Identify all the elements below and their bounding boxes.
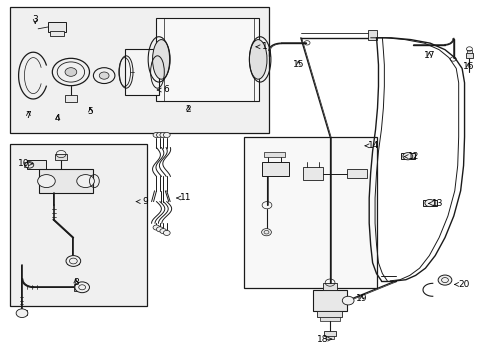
Circle shape <box>52 58 89 86</box>
Bar <box>320 317 339 321</box>
Text: 11: 11 <box>177 194 191 202</box>
Circle shape <box>163 230 170 235</box>
Text: 19: 19 <box>355 294 367 303</box>
Circle shape <box>75 282 89 293</box>
Circle shape <box>160 132 166 138</box>
Circle shape <box>424 199 434 207</box>
Circle shape <box>342 296 353 305</box>
Text: 8: 8 <box>73 278 79 287</box>
Text: 16: 16 <box>462 62 473 71</box>
Bar <box>50 31 63 36</box>
Circle shape <box>163 132 170 138</box>
Bar <box>325 336 334 339</box>
Text: 14: 14 <box>365 141 379 150</box>
Bar <box>67 258 79 264</box>
Bar <box>27 160 46 169</box>
Text: 5: 5 <box>87 107 93 116</box>
Circle shape <box>156 227 163 232</box>
Bar <box>48 22 66 32</box>
Circle shape <box>16 309 28 318</box>
Circle shape <box>261 229 271 236</box>
Bar <box>367 30 376 40</box>
Text: 1: 1 <box>256 42 267 51</box>
Bar <box>244 137 376 288</box>
Ellipse shape <box>249 40 266 79</box>
Bar <box>322 283 337 290</box>
Circle shape <box>153 225 160 230</box>
Text: 20: 20 <box>454 280 468 289</box>
Bar <box>39 169 93 193</box>
Circle shape <box>437 275 451 285</box>
Text: 12: 12 <box>404 152 418 161</box>
Bar <box>303 167 322 180</box>
Circle shape <box>99 72 109 79</box>
Bar <box>316 311 342 317</box>
Text: 2: 2 <box>185 105 191 114</box>
Text: 6: 6 <box>157 85 169 94</box>
Circle shape <box>66 256 81 266</box>
Text: 9: 9 <box>136 197 148 206</box>
Circle shape <box>156 132 163 138</box>
Bar <box>324 331 335 336</box>
Bar <box>261 162 288 176</box>
Ellipse shape <box>152 40 170 79</box>
Text: 4: 4 <box>55 114 61 123</box>
Circle shape <box>153 132 160 138</box>
Bar <box>466 50 471 53</box>
Text: 13: 13 <box>428 199 443 208</box>
Bar <box>312 290 346 311</box>
Circle shape <box>65 68 77 76</box>
Bar <box>124 49 159 95</box>
Circle shape <box>38 175 55 188</box>
Bar <box>74 284 85 291</box>
Circle shape <box>160 229 166 234</box>
Bar <box>156 18 259 101</box>
Bar <box>422 200 436 206</box>
Text: 17: 17 <box>423 51 434 60</box>
Text: 10: 10 <box>18 159 32 168</box>
Text: 7: 7 <box>25 111 31 120</box>
Text: 18: 18 <box>316 335 331 343</box>
Bar <box>465 53 472 58</box>
Bar <box>64 95 77 102</box>
Bar <box>400 153 414 159</box>
Circle shape <box>77 175 94 188</box>
Circle shape <box>93 68 115 84</box>
Bar <box>10 7 268 133</box>
Bar <box>264 152 284 157</box>
Bar <box>17 310 27 315</box>
Bar <box>55 154 67 160</box>
Circle shape <box>402 153 412 160</box>
Bar <box>24 162 28 167</box>
Text: 3: 3 <box>32 15 38 24</box>
Bar <box>346 169 366 178</box>
Bar <box>10 144 146 306</box>
Text: 15: 15 <box>292 60 304 69</box>
